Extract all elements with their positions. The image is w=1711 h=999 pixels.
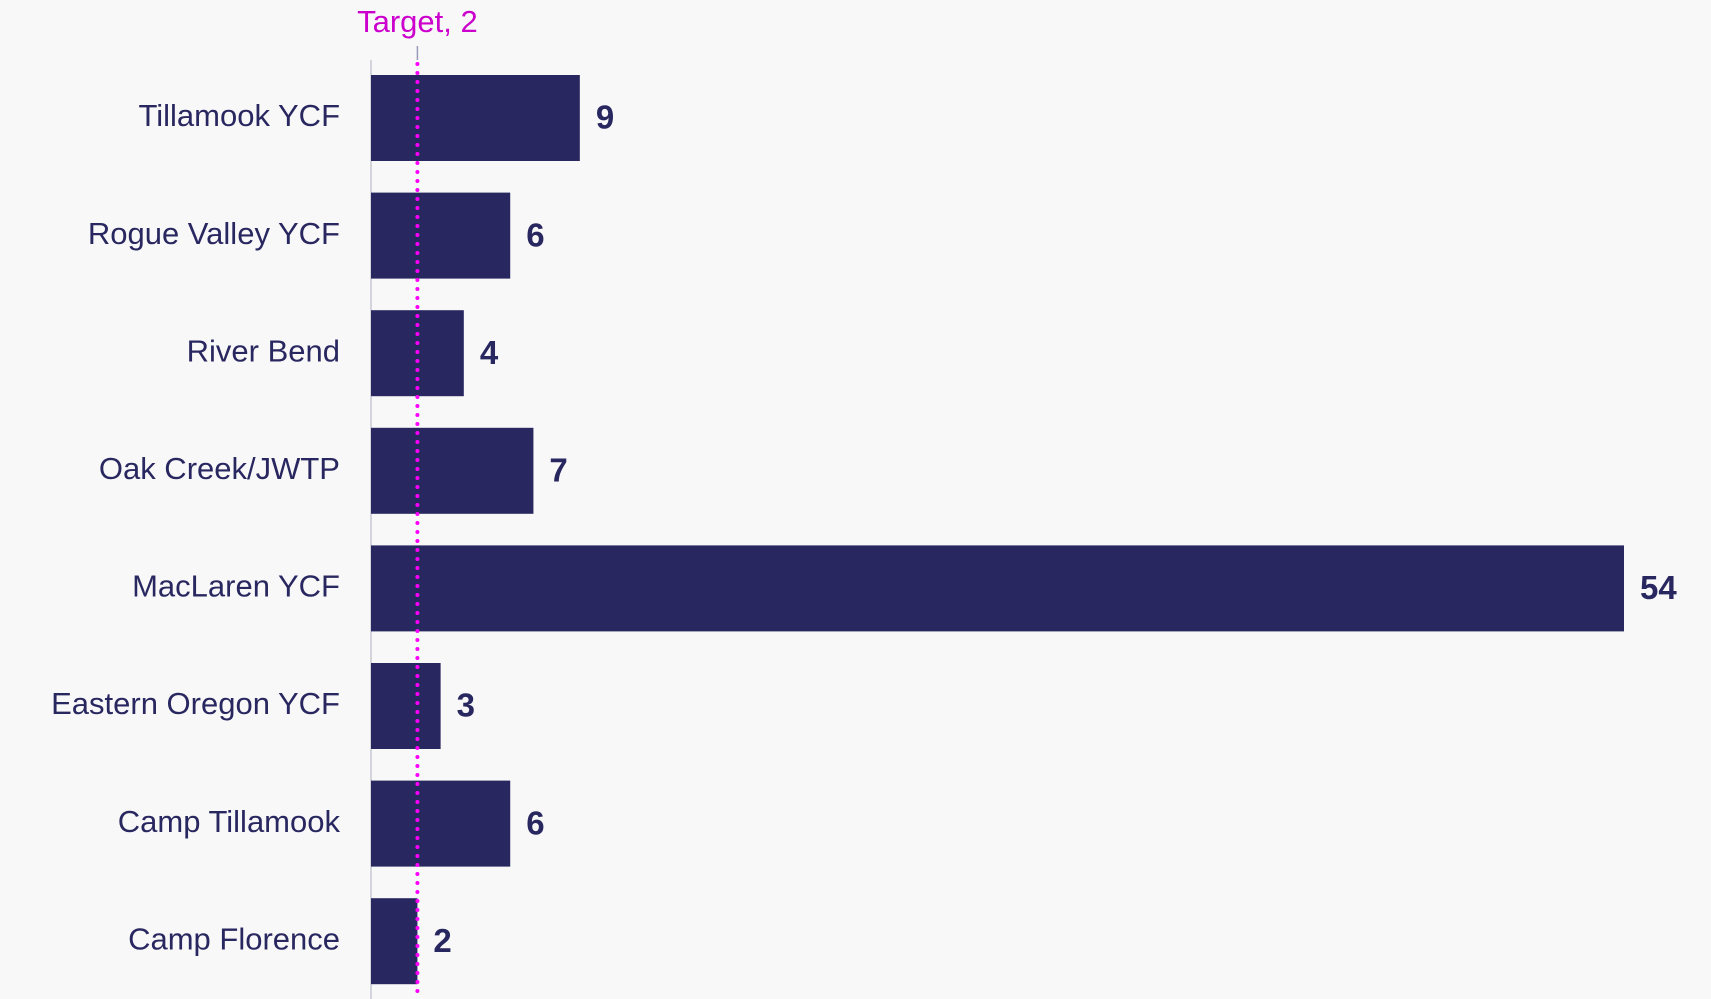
bar [371,192,511,279]
y-tick-label: Rogue Valley YCF [88,216,340,251]
data-label: 9 [596,99,614,136]
bar [371,75,580,161]
bar [371,898,418,985]
data-label: 7 [549,452,567,489]
target-label: Target, 2 [357,4,478,39]
y-tick-label: Camp Tillamook [118,804,341,839]
y-tick-label: Camp Florence [128,921,340,956]
data-label: 6 [526,804,544,841]
bar [371,545,1624,632]
data-label: 3 [457,687,475,724]
y-tick-label: Oak Creek/JWTP [99,451,340,486]
y-tick-label: Tillamook YCF [138,98,340,133]
y-tick-label: River Bend [187,333,340,368]
data-label: 4 [480,334,499,371]
y-tick-label: Eastern Oregon YCF [51,686,340,721]
data-label: 54 [1640,569,1677,606]
bar [371,663,441,749]
bar [371,780,511,867]
data-label: 2 [433,922,451,959]
bar [371,427,534,514]
y-tick-label: MacLaren YCF [132,569,340,604]
data-label: 6 [526,216,544,253]
